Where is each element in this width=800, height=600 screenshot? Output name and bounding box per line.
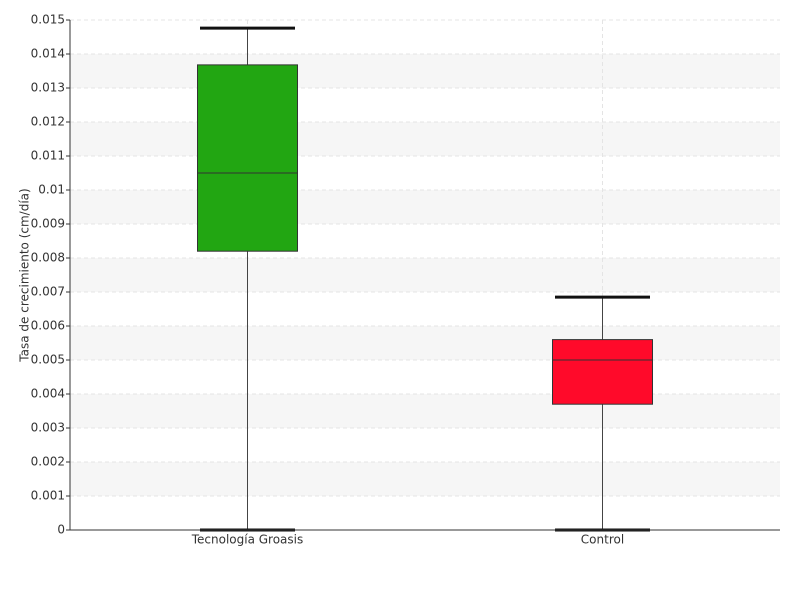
background-band [70,54,780,88]
box [552,339,653,405]
y-tick-label: 0.011 [31,149,65,163]
box [197,64,298,252]
y-tick-label: 0.01 [38,183,65,197]
y-tick-label: 0.003 [31,421,65,435]
background-band [70,122,780,156]
y-tick-label: 0.005 [31,353,65,367]
y-tick-label: 0.006 [31,319,65,333]
y-tick-label: 0.002 [31,455,65,469]
y-tick-label: 0 [57,523,65,537]
background-band [70,258,780,292]
x-tick-label: Tecnología Groasis [191,533,304,547]
y-tick-label: 0.004 [31,387,65,401]
y-tick-label: 0.001 [31,489,65,503]
y-tick-label: 0.013 [31,81,65,95]
background-band [70,326,780,360]
y-tick-label: 0.014 [31,47,65,61]
x-tick-label: Control [581,533,624,547]
y-tick-label: 0.012 [31,115,65,129]
background-band [70,462,780,496]
y-axis-label: Tasa de crecimiento (cm/día) [18,188,32,362]
y-tick-label: 0.008 [31,251,65,265]
y-tick-label: 0.007 [31,285,65,299]
background-band [70,190,780,224]
y-tick-label: 0.015 [31,13,65,27]
background-band [70,394,780,428]
y-tick-label: 0.009 [31,217,65,231]
